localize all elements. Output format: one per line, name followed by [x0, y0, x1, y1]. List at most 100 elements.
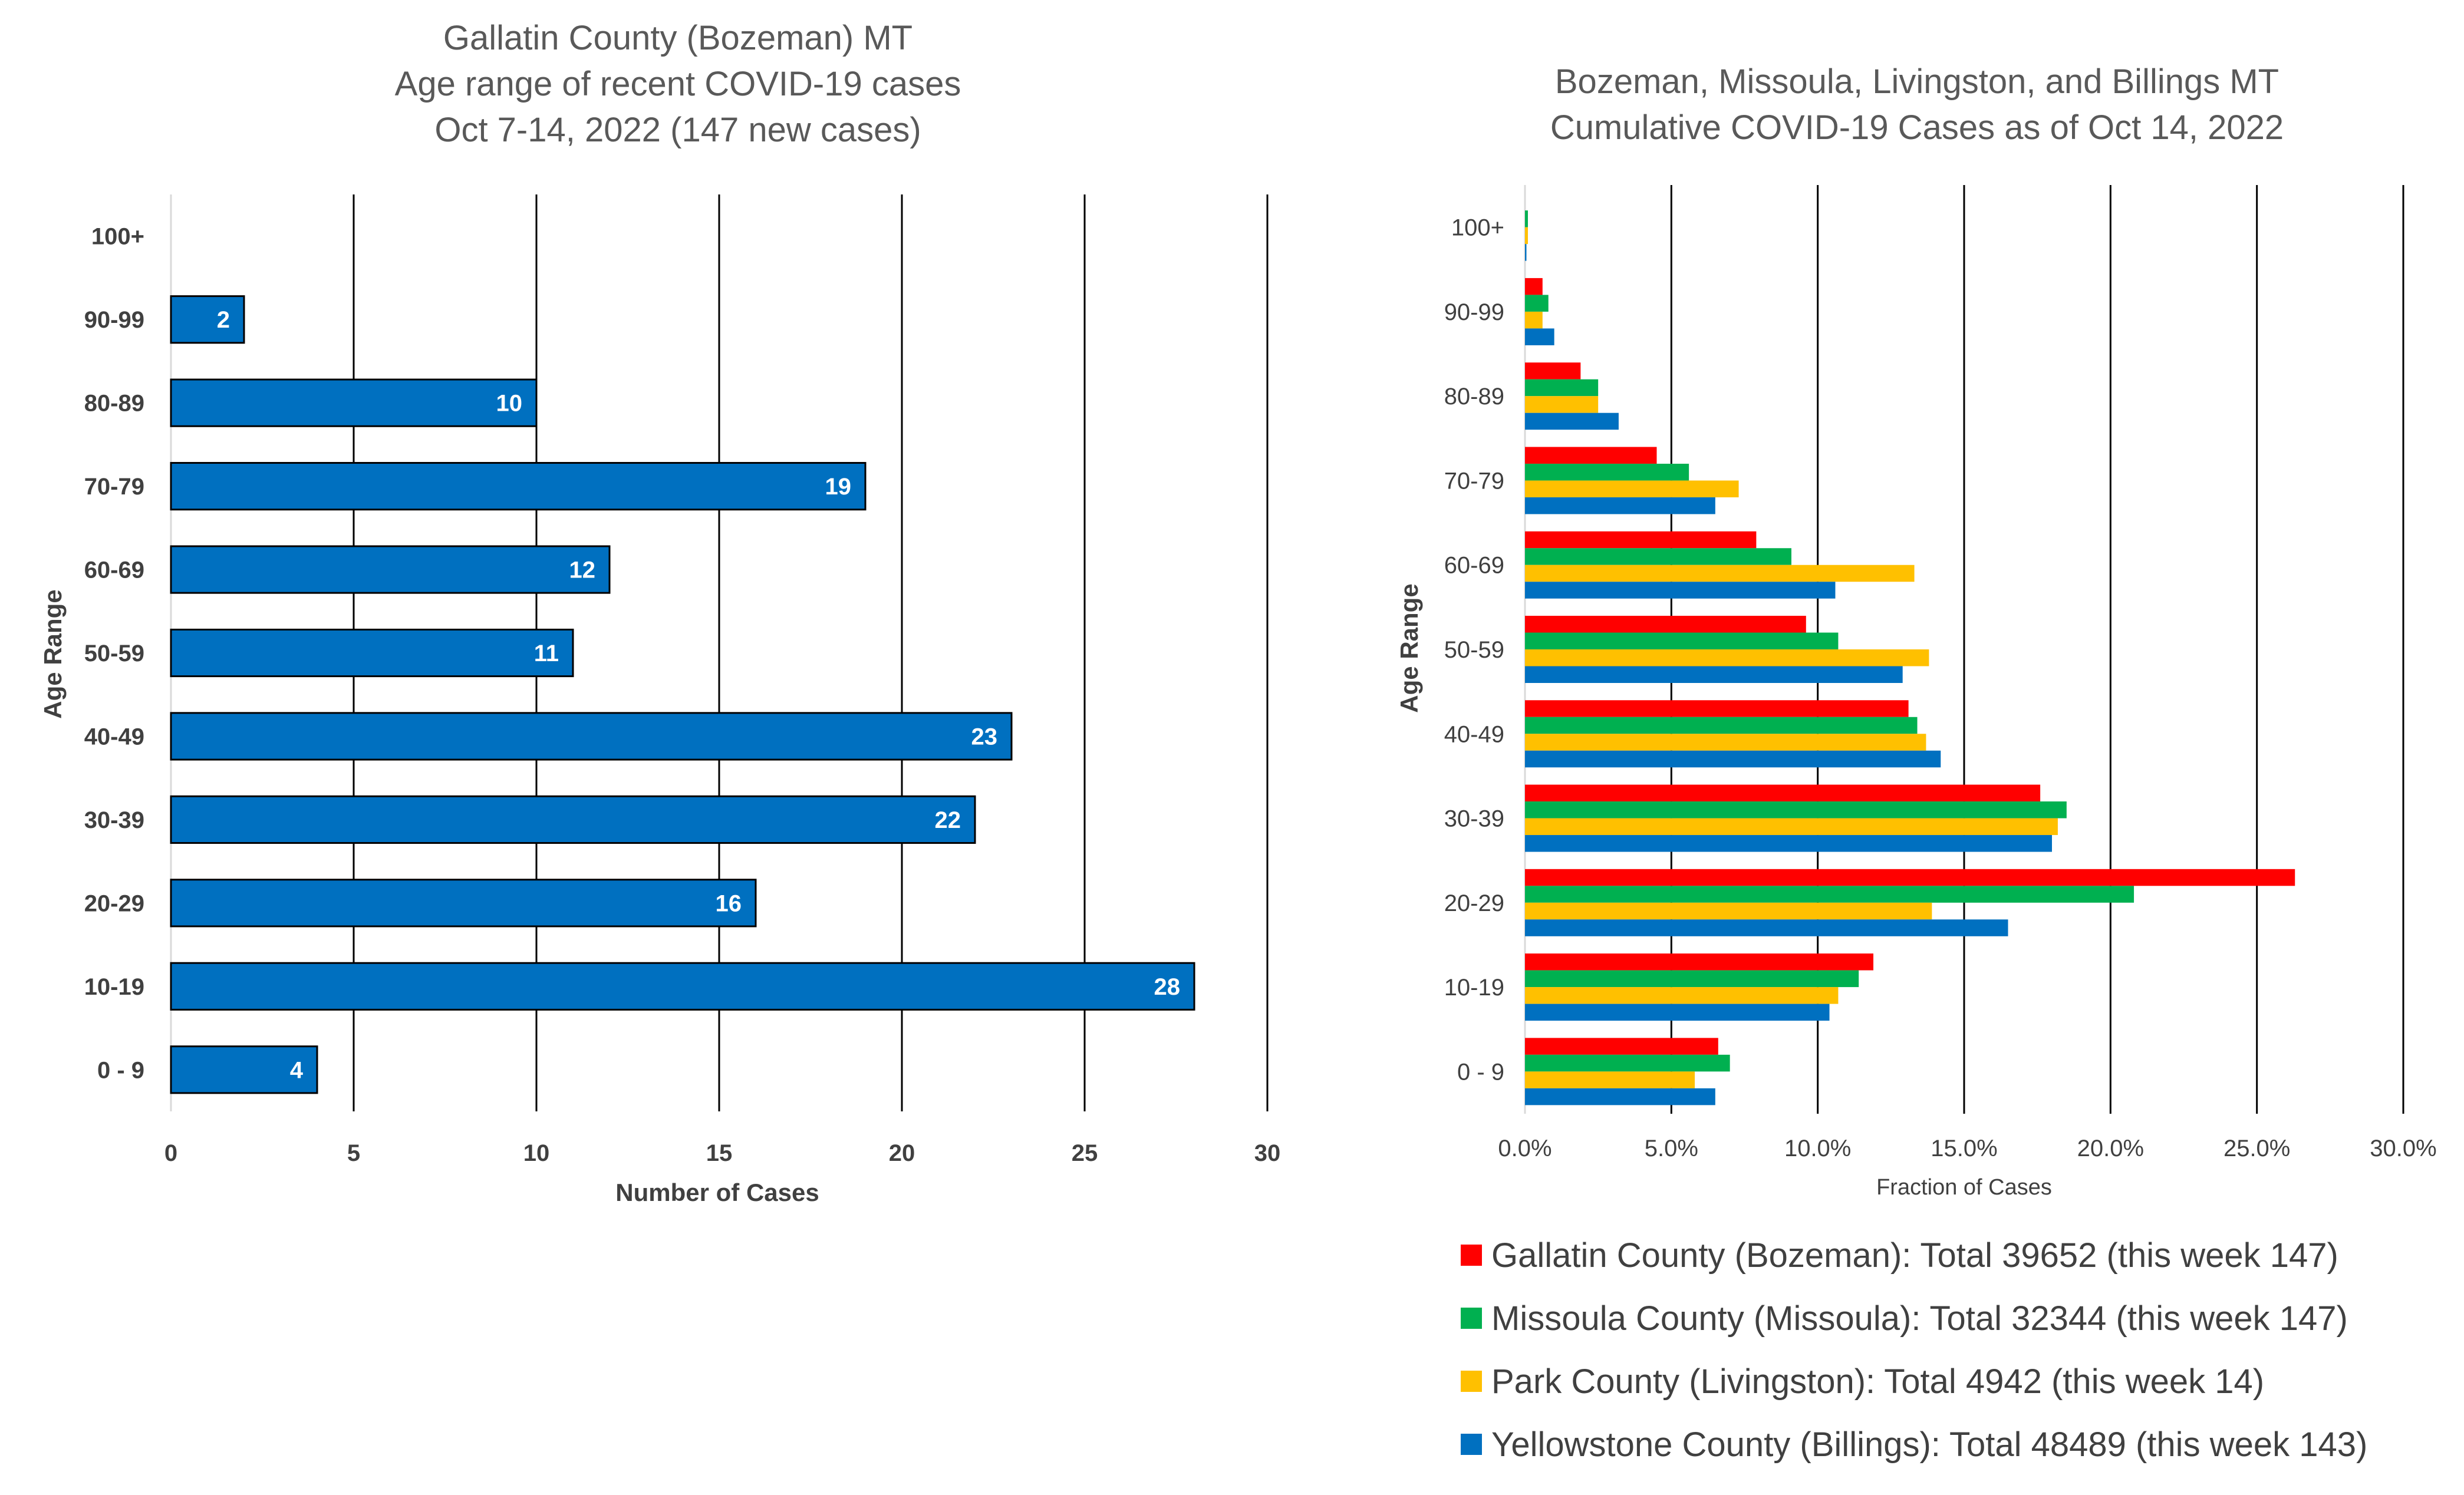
left-bar-70-79: [170, 461, 867, 511]
right-bar-100-series-2: [1525, 210, 1528, 227]
left-data-label-80-89: 10: [496, 391, 523, 417]
right-bar-60-69-series-2: [1525, 548, 1791, 565]
right-bar-90-99-series-2: [1525, 295, 1549, 312]
right-bar-30-39-series-4: [1525, 835, 2052, 852]
left-bar-30-39: [170, 795, 976, 844]
right-category-label-60-69: 60-69: [1444, 553, 1504, 579]
right-bar-40-49-series-4: [1525, 750, 1941, 768]
right-bar-20-29-series-4: [1525, 919, 2008, 936]
left-bar-40-49: [170, 712, 1013, 761]
right-category-label-0-9: 0 - 9: [1457, 1059, 1504, 1085]
right-bar-100-series-3: [1525, 227, 1528, 245]
right-bar-0-9-series-3: [1525, 1071, 1695, 1088]
right-bar-100-series-4: [1525, 244, 1527, 261]
left-data-label-90-99: 2: [217, 307, 230, 333]
right-category-label-90-99: 90-99: [1444, 299, 1504, 325]
legend-label-series-4: Yellowstone County (Billings): Total 484…: [1491, 1425, 2367, 1464]
right-chart-legend: Gallatin County (Bozeman): Total 39652 (…: [1461, 1236, 2367, 1464]
right-category-label-30-39: 30-39: [1444, 806, 1504, 832]
legend-swatch-series-4: [1461, 1434, 1482, 1455]
right-bar-0-9-series-2: [1525, 1054, 1730, 1072]
left-bar-0-9: [170, 1045, 318, 1094]
right-bar-90-99-series-4: [1525, 328, 1554, 345]
right-chart-bars: [1525, 210, 2295, 1105]
right-bar-0-9-series-1: [1525, 1038, 1718, 1055]
right-chart-title-line-2: Cumulative COVID-19 Cases as of Oct 14, …: [1550, 108, 2284, 147]
right-bar-60-69-series-4: [1525, 582, 1836, 599]
left-x-tick-label: 5: [347, 1140, 360, 1166]
left-bar-10-19: [170, 962, 1195, 1011]
legend-label-series-2: Missoula County (Missoula): Total 32344 …: [1491, 1299, 2348, 1338]
left-category-label-0-9: 0 - 9: [97, 1057, 144, 1083]
left-data-label-40-49: 23: [971, 724, 998, 750]
right-category-label-100: 100+: [1451, 215, 1504, 241]
left-x-tick-label: 10: [523, 1140, 550, 1166]
right-bar-90-99-series-1: [1525, 278, 1543, 295]
left-chart: Gallatin County (Bozeman) MT Age range o…: [39, 19, 1280, 1206]
left-chart-title-line-1: Gallatin County (Bozeman) MT: [443, 19, 913, 57]
left-chart-y-axis-title: Age Range: [39, 589, 67, 718]
right-category-label-20-29: 20-29: [1444, 890, 1504, 916]
left-category-label-90-99: 90-99: [84, 307, 144, 333]
right-bar-10-19-series-1: [1525, 953, 1874, 971]
right-bar-90-99-series-3: [1525, 311, 1543, 329]
right-bar-0-9-series-4: [1525, 1088, 1715, 1105]
right-x-tick-label: 20.0%: [2077, 1136, 2144, 1161]
legend-swatch-series-3: [1461, 1371, 1482, 1392]
right-bar-80-89-series-4: [1525, 412, 1619, 430]
left-category-label-70-79: 70-79: [84, 474, 144, 500]
right-bar-70-79-series-1: [1525, 447, 1657, 464]
right-bar-80-89-series-1: [1525, 362, 1581, 379]
right-category-label-80-89: 80-89: [1444, 384, 1504, 410]
right-x-tick-label: 30.0%: [2370, 1136, 2436, 1161]
right-bar-30-39-series-1: [1525, 784, 2041, 802]
right-bar-80-89-series-3: [1525, 396, 1599, 413]
left-chart-bars: 4 28 16 22 23 11 12 19 10 2: [170, 295, 1195, 1094]
right-chart-x-tick-labels: 0.0% 5.0% 10.0% 15.0% 20.0% 25.0% 30.0%: [1498, 1136, 2436, 1161]
right-bar-50-59-series-1: [1525, 616, 1806, 633]
right-category-label-70-79: 70-79: [1444, 468, 1504, 494]
left-data-label-20-29: 16: [716, 890, 742, 916]
left-category-label-20-29: 20-29: [84, 890, 144, 916]
right-bar-80-89-series-2: [1525, 379, 1599, 397]
left-x-tick-label: 25: [1072, 1140, 1098, 1166]
left-x-tick-label: 20: [889, 1140, 915, 1166]
right-bar-10-19-series-2: [1525, 970, 1859, 988]
left-chart-x-tick-labels: 0 5 10 15 20 25 30: [164, 1140, 1280, 1166]
left-data-label-10-19: 28: [1154, 974, 1181, 1000]
right-chart: Bozeman, Missoula, Livingston, and Billi…: [1395, 62, 2437, 1464]
left-bar-60-69: [170, 545, 611, 594]
left-category-label-100: 100+: [91, 224, 144, 250]
right-bar-60-69-series-1: [1525, 531, 1757, 549]
left-category-label-30-39: 30-39: [84, 807, 144, 833]
left-category-label-10-19: 10-19: [84, 974, 144, 1000]
right-bar-50-59-series-2: [1525, 632, 1839, 649]
right-bar-50-59-series-3: [1525, 649, 1929, 666]
left-bar-90-99: [170, 295, 245, 344]
right-bar-30-39-series-3: [1525, 818, 2058, 836]
right-chart-y-axis-title: Age Range: [1395, 583, 1423, 712]
right-bar-40-49-series-3: [1525, 734, 1926, 751]
right-bar-20-29-series-2: [1525, 886, 2134, 903]
legend-label-series-1: Gallatin County (Bozeman): Total 39652 (…: [1491, 1236, 2338, 1275]
left-category-label-80-89: 80-89: [84, 391, 144, 417]
left-data-label-50-59: 11: [534, 641, 559, 666]
legend-swatch-series-1: [1461, 1245, 1482, 1266]
left-category-label-60-69: 60-69: [84, 557, 144, 583]
right-bar-30-39-series-2: [1525, 801, 2067, 819]
right-bar-70-79-series-2: [1525, 463, 1689, 481]
right-x-tick-label: 25.0%: [2223, 1136, 2290, 1161]
left-x-tick-label: 15: [706, 1140, 733, 1166]
left-x-tick-label: 0: [164, 1140, 177, 1166]
right-x-tick-label: 15.0%: [1931, 1136, 1997, 1161]
left-chart-x-axis-title: Number of Cases: [615, 1179, 819, 1206]
left-data-label-60-69: 12: [569, 557, 596, 583]
left-chart-category-labels: 0 - 9 10-19 20-29 30-39 40-49 50-59 60-69 70-79…: [84, 224, 144, 1084]
right-bar-40-49-series-1: [1525, 700, 1909, 717]
right-chart-title-line-1: Bozeman, Missoula, Livingston, and Billi…: [1555, 62, 2279, 101]
legend-swatch-series-2: [1461, 1308, 1482, 1329]
left-bar-80-89: [170, 378, 538, 427]
right-bar-50-59-series-4: [1525, 666, 1903, 683]
right-chart-category-labels: 0 - 9 10-19 20-29 30-39 40-49 50-59 60-69 70-79…: [1444, 215, 1504, 1085]
left-category-label-40-49: 40-49: [84, 724, 144, 750]
